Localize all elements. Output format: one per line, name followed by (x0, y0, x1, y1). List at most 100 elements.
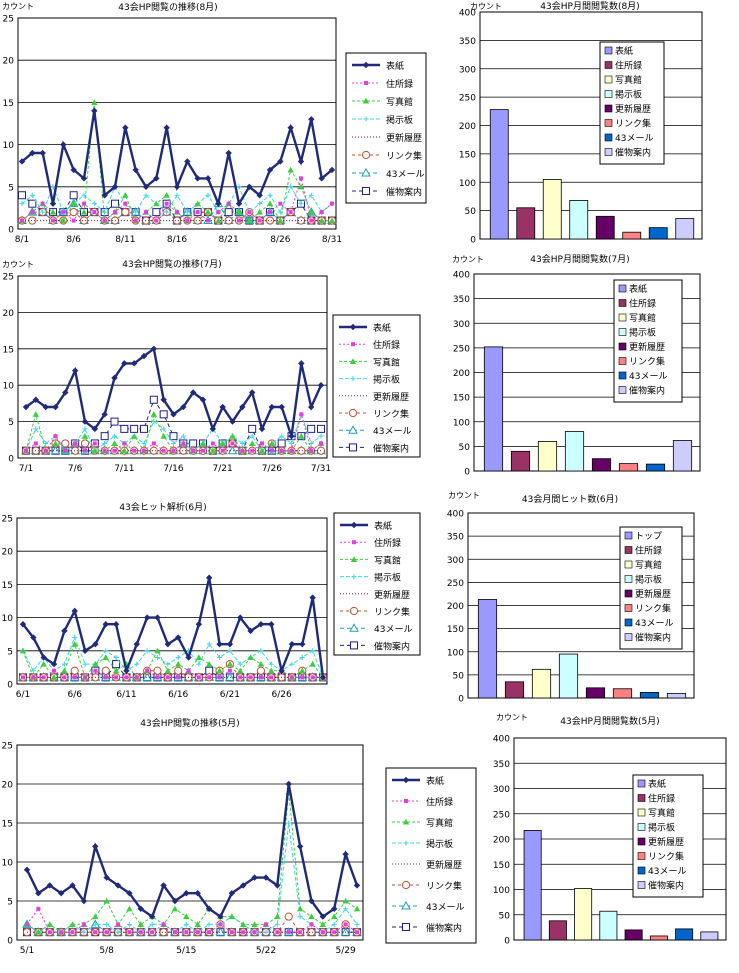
y-tick-label: 10 (3, 141, 15, 151)
data-point (310, 675, 315, 680)
legend-swatch (624, 560, 633, 569)
data-point (30, 634, 37, 641)
legend-entry: 43メール (386, 170, 424, 180)
data-point (100, 432, 109, 441)
legend-marker (350, 641, 358, 650)
line-chart-0: 0 5 10 15 20 25 43会HP閲覧の推移(8月) カウント 8/1 8/6 8/11 8/… (2, 1, 427, 245)
legend-entry: 催物案内 (373, 442, 409, 454)
y-axis-label: カウント (470, 2, 502, 11)
data-point (72, 635, 78, 641)
data-point (216, 640, 223, 648)
x-tick-label: 7/26 (262, 464, 282, 474)
bar (523, 830, 542, 941)
data-point (310, 648, 316, 654)
data-point (183, 913, 190, 920)
data-point (122, 441, 127, 446)
data-point (237, 218, 241, 223)
data-point (163, 124, 170, 131)
data-point (186, 668, 191, 673)
legend-entry: リンク集 (426, 880, 462, 892)
series-0 (18, 107, 336, 208)
series-line (26, 822, 358, 933)
data-point (331, 921, 337, 927)
data-point (122, 192, 129, 198)
data-point (206, 574, 213, 581)
data-point (173, 183, 181, 190)
data-point (111, 199, 119, 208)
legend-marker (348, 425, 358, 434)
data-point (252, 930, 257, 935)
data-point (161, 426, 167, 432)
bar (645, 463, 666, 472)
data-point (71, 367, 79, 374)
data-point (161, 448, 166, 453)
series-1 (25, 906, 359, 935)
data-point (318, 175, 325, 182)
data-point (354, 921, 360, 927)
legend-swatch (637, 881, 646, 889)
legend-entry: 写真館 (374, 554, 401, 566)
legend-entry: リンク集 (648, 851, 684, 863)
legend-swatch (624, 531, 633, 540)
bar (672, 440, 693, 472)
data-point (278, 667, 285, 674)
data-point (80, 208, 88, 215)
data-point (115, 929, 121, 935)
legend-entry: 写真館 (635, 559, 662, 571)
data-point (317, 382, 325, 389)
data-point (29, 192, 35, 198)
legend-entry: 43メール (374, 625, 412, 635)
legend-entry: 43メール (648, 867, 686, 877)
legend-entry: 更新履歴 (374, 589, 410, 601)
x-tick-label: 7/11 (114, 464, 134, 474)
legend-marker (349, 323, 357, 331)
bar (612, 688, 633, 699)
legend-entry: 表紙 (386, 60, 404, 72)
legend-entry: 表紙 (374, 520, 392, 532)
data-point (274, 882, 281, 889)
legend-entry: 催物案内 (648, 880, 684, 892)
y-tick-label: 100 (459, 179, 476, 189)
data-point (50, 674, 58, 680)
bar (675, 218, 695, 240)
data-point (196, 661, 202, 667)
data-point (62, 389, 69, 396)
legend-entry: 掲示板 (373, 374, 400, 386)
legend-box (332, 314, 421, 458)
series-1 (24, 412, 323, 453)
data-point (171, 440, 176, 446)
data-point (140, 352, 148, 360)
data-point (240, 921, 247, 927)
data-point (268, 661, 274, 667)
data-point (258, 675, 263, 680)
data-point (69, 921, 76, 927)
legend-entry: トップ (635, 531, 662, 542)
bar (649, 935, 668, 941)
legend-swatch (618, 357, 627, 365)
data-point (256, 192, 263, 199)
y-tick-label: 350 (459, 37, 476, 47)
data-point (297, 914, 303, 920)
data-point (309, 218, 314, 223)
data-point (343, 906, 349, 912)
data-point (49, 208, 57, 215)
series-line (25, 783, 359, 919)
legend-entry: 43メール (629, 372, 667, 382)
data-point (262, 874, 270, 881)
data-point (279, 448, 284, 453)
data-point (18, 158, 26, 165)
y-tick-label: 25 (2, 742, 13, 752)
data-point (184, 930, 189, 935)
legend-swatch (637, 779, 646, 788)
data-point (247, 654, 254, 660)
data-point (174, 660, 182, 667)
legend-marker (348, 408, 358, 418)
series-line (22, 636, 324, 678)
data-point (266, 200, 274, 207)
legend-swatch (618, 342, 627, 351)
data-point (83, 448, 87, 453)
data-point (210, 441, 215, 446)
data-point (28, 199, 37, 208)
data-point (133, 218, 138, 223)
data-point (165, 675, 170, 680)
